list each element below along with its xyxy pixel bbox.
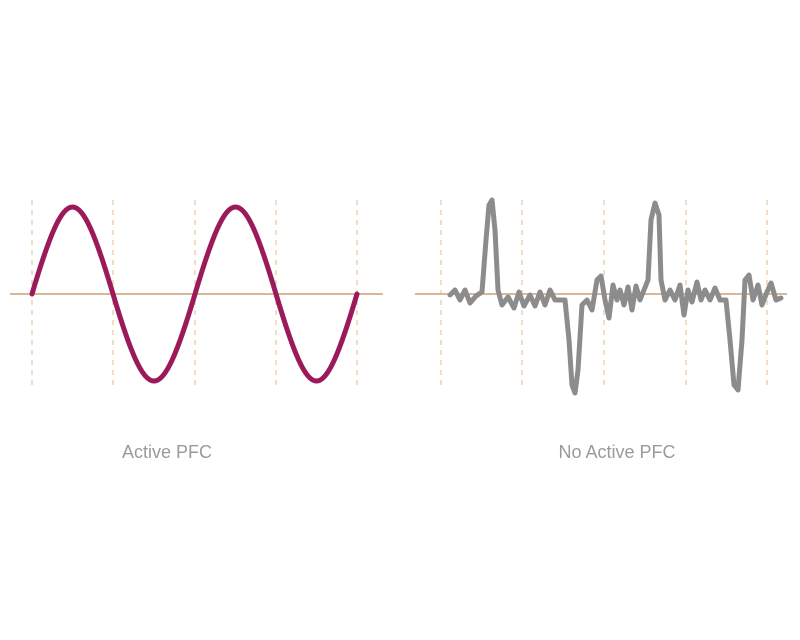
caption: No Active PFC [558, 442, 675, 462]
active-pfc-panel: Active PFC [10, 200, 383, 462]
sine-wave [29, 204, 360, 384]
no-active-pfc-panel: No Active PFC [415, 197, 787, 462]
caption: Active PFC [122, 442, 212, 462]
distorted-wave [447, 197, 784, 396]
